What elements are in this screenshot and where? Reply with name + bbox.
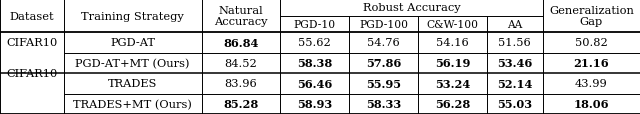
Text: 58.38: 58.38 bbox=[297, 58, 332, 69]
Text: Generalization
Gap: Generalization Gap bbox=[549, 6, 634, 27]
Text: 53.46: 53.46 bbox=[497, 58, 532, 69]
Text: CIFAR10: CIFAR10 bbox=[6, 69, 58, 78]
Text: Training Strategy: Training Strategy bbox=[81, 12, 184, 21]
Text: Robust Accuracy: Robust Accuracy bbox=[363, 3, 460, 13]
Text: 55.95: 55.95 bbox=[366, 78, 401, 89]
Text: PGD-10: PGD-10 bbox=[294, 20, 336, 30]
Text: TRADES: TRADES bbox=[108, 79, 157, 89]
Text: 84.52: 84.52 bbox=[225, 58, 257, 68]
Text: PGD-100: PGD-100 bbox=[359, 20, 408, 30]
Text: 85.28: 85.28 bbox=[223, 98, 259, 109]
Text: 86.84: 86.84 bbox=[223, 38, 259, 48]
Text: Dataset: Dataset bbox=[10, 12, 54, 21]
Text: 57.86: 57.86 bbox=[366, 58, 401, 69]
Text: 51.56: 51.56 bbox=[499, 38, 531, 48]
Text: 58.33: 58.33 bbox=[366, 98, 401, 109]
Text: Natural
Accuracy: Natural Accuracy bbox=[214, 6, 268, 27]
Text: 21.16: 21.16 bbox=[573, 58, 609, 69]
Text: 43.99: 43.99 bbox=[575, 79, 608, 89]
Text: 55.62: 55.62 bbox=[298, 38, 331, 48]
Text: 56.46: 56.46 bbox=[297, 78, 332, 89]
Text: 56.28: 56.28 bbox=[435, 98, 470, 109]
Text: 55.03: 55.03 bbox=[497, 98, 532, 109]
Text: 18.06: 18.06 bbox=[573, 98, 609, 109]
Text: 54.16: 54.16 bbox=[436, 38, 468, 48]
Text: 56.19: 56.19 bbox=[435, 58, 470, 69]
Text: AA: AA bbox=[507, 20, 522, 30]
Text: C&W-100: C&W-100 bbox=[426, 20, 478, 30]
Text: 52.14: 52.14 bbox=[497, 78, 532, 89]
Text: PGD-AT+MT (Ours): PGD-AT+MT (Ours) bbox=[76, 58, 190, 68]
Text: 53.24: 53.24 bbox=[435, 78, 470, 89]
Text: TRADES+MT (Ours): TRADES+MT (Ours) bbox=[73, 99, 192, 109]
Text: CIFAR10: CIFAR10 bbox=[6, 38, 58, 48]
Text: 83.96: 83.96 bbox=[225, 79, 257, 89]
Text: 50.82: 50.82 bbox=[575, 38, 608, 48]
Text: PGD-AT: PGD-AT bbox=[110, 38, 156, 48]
Text: 58.93: 58.93 bbox=[297, 98, 332, 109]
Text: 54.76: 54.76 bbox=[367, 38, 400, 48]
